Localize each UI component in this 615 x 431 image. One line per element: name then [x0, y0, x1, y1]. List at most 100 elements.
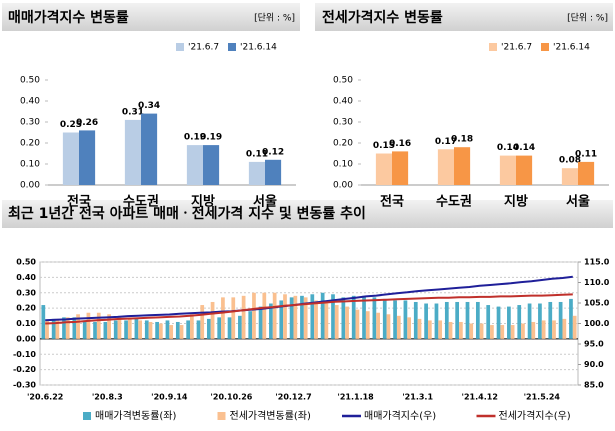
- y-tick-label: 0.40: [20, 97, 40, 107]
- bar: [386, 314, 391, 339]
- bar: [272, 292, 277, 339]
- bar: [217, 317, 222, 339]
- y-tick-label: 0.50: [333, 76, 353, 86]
- bar: [158, 323, 163, 339]
- bar: [355, 309, 360, 339]
- unit-label: [단위 : %]: [254, 13, 295, 24]
- bar: [334, 305, 339, 339]
- x-tick-label: 서울: [253, 194, 277, 210]
- bar: [578, 161, 595, 185]
- bar: [117, 317, 122, 339]
- y-tick-label: 0.00: [333, 181, 353, 191]
- bar: [362, 295, 366, 339]
- panel-header: [2, 200, 613, 228]
- bar: [376, 312, 380, 339]
- bar: [393, 300, 397, 339]
- data-label: 0.17: [435, 137, 457, 147]
- bar: [283, 294, 287, 339]
- bar: [41, 305, 46, 339]
- bar: [469, 323, 474, 339]
- bar: [324, 303, 329, 339]
- legend-label: 매매가격지수(우): [364, 409, 436, 422]
- y-tick-label: 0.50: [16, 258, 36, 267]
- y2-tick-label: 115.0: [584, 258, 610, 267]
- bar: [144, 320, 149, 339]
- bar: [93, 321, 97, 339]
- bar: [417, 318, 422, 339]
- bar: [448, 321, 453, 339]
- bar: [62, 132, 79, 185]
- bar: [438, 320, 443, 339]
- bar: [500, 325, 505, 339]
- x-tick-label: '20.6.22: [27, 393, 63, 402]
- bar: [437, 149, 454, 185]
- bar: [314, 300, 318, 339]
- y-tick-label: 0.40: [16, 273, 36, 282]
- bar: [279, 300, 284, 339]
- x-tick-label: 수도권: [123, 195, 159, 210]
- legend-label: '21.6.7: [188, 43, 219, 53]
- bar: [300, 295, 304, 339]
- y-tick-label: 0.00: [20, 181, 40, 191]
- bar: [231, 297, 236, 339]
- bar: [86, 312, 91, 339]
- bar: [200, 305, 205, 339]
- bar: [269, 303, 273, 339]
- bar: [124, 320, 128, 339]
- legend-swatch: [541, 43, 549, 51]
- legend-label: '21.6.7: [501, 43, 532, 53]
- data-label: 0.31: [122, 107, 144, 117]
- legend-label: '21.6.14: [553, 43, 590, 53]
- bar: [134, 318, 139, 339]
- legend-label: 전세가격지수(우): [499, 409, 571, 422]
- bar: [155, 321, 159, 339]
- y2-tick-label: 95.0: [584, 340, 604, 349]
- bar: [531, 321, 536, 339]
- bar: [407, 317, 412, 339]
- bar: [552, 320, 556, 339]
- y2-tick-label: 100.0: [584, 319, 610, 328]
- bar: [72, 317, 77, 339]
- bar: [76, 314, 80, 339]
- data-label: 0.14: [513, 143, 535, 153]
- bar: [465, 301, 470, 339]
- bar: [320, 292, 325, 339]
- bar: [569, 298, 573, 339]
- bar: [331, 294, 335, 339]
- bar: [169, 325, 174, 339]
- bar: [65, 317, 70, 339]
- x-tick-label: 지방: [504, 194, 528, 210]
- bar: [258, 306, 263, 339]
- bar: [148, 321, 153, 339]
- bar: [424, 303, 428, 339]
- x-tick-label: '20.12.7: [275, 393, 311, 402]
- bar: [51, 318, 56, 339]
- bar: [341, 297, 346, 339]
- bar: [486, 305, 491, 339]
- x-tick-label: '20.10.26: [210, 393, 252, 402]
- x-tick-label: '21.3.1: [402, 393, 433, 402]
- chart-title: 전세가격지수 변동률: [322, 9, 443, 26]
- bar: [351, 295, 356, 339]
- bar: [265, 159, 282, 185]
- bar: [203, 145, 220, 185]
- bar: [365, 311, 370, 339]
- bar: [127, 318, 132, 339]
- panel-header: [315, 3, 613, 31]
- y-tick-label: 0.50: [20, 76, 40, 86]
- data-label: 0.11: [246, 149, 268, 159]
- legend-swatch: [176, 43, 184, 51]
- bar: [248, 311, 253, 339]
- bar: [62, 317, 66, 339]
- y-tick-label: 0.10: [333, 160, 353, 170]
- chart-title: 매매가격지수 변동률: [8, 9, 129, 26]
- bar: [113, 320, 118, 339]
- x-tick-label: 전국: [380, 194, 404, 210]
- x-tick-label: '21.4.12: [462, 393, 498, 402]
- y2-tick-label: 110.0: [584, 278, 610, 287]
- bar: [561, 168, 578, 185]
- data-label: 0.34: [138, 101, 160, 111]
- bar: [175, 321, 180, 339]
